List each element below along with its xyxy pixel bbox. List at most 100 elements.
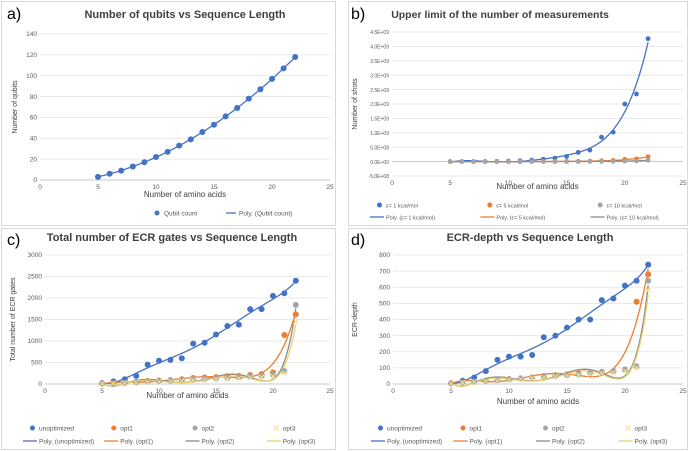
chart-2-point-3 <box>121 380 128 386</box>
chart-2-point-1 <box>292 311 299 318</box>
chart-3-xtick-label: 15 <box>563 388 571 395</box>
chart-2-point-3 <box>258 374 265 380</box>
chart-3-point-3 <box>540 374 547 381</box>
chart-3-ytick-label: 0 <box>386 381 390 388</box>
chart-1-legend-label: ε= 10 kcal/mol <box>607 204 642 210</box>
chart-1-point-2 <box>575 159 581 164</box>
chart-0-point-0 <box>95 173 101 180</box>
chart-2-xtick-label: 0 <box>43 388 47 395</box>
chart-2-title: Total number of ECR gates vs Sequence Le… <box>47 232 298 244</box>
chart-2-point-3 <box>292 318 299 325</box>
chart-0-point-0 <box>199 129 206 136</box>
panel-letter-b: b) <box>351 6 366 23</box>
chart-3-ytick-label: 600 <box>379 284 390 291</box>
chart-0-point-0 <box>245 95 252 102</box>
chart-3-point-0 <box>610 295 617 302</box>
chart-1-ylabel: Number of shots <box>352 78 359 130</box>
chart-2-fit-1 <box>101 311 297 385</box>
chart-1-xtick-label: 25 <box>679 180 687 187</box>
chart-0-point-0 <box>280 65 287 72</box>
chart-0-ytick-label: 80 <box>30 94 38 101</box>
chart-0-legend-label: Qubit count <box>164 211 197 218</box>
chart-0-point-0 <box>234 105 241 112</box>
chart-3-point-3 <box>517 376 524 383</box>
chart-3-point-0 <box>506 353 512 360</box>
chart-2-point-2 <box>201 375 208 382</box>
chart-2-point-0 <box>144 361 151 368</box>
chart-3-ylabel: ECR-depth <box>352 302 359 337</box>
chart-1-ytick-label: 2.5E+09 <box>370 88 389 94</box>
chart-3-xtick-label: 25 <box>679 388 687 395</box>
chart-2-point-2 <box>281 368 288 375</box>
chart-1-ytick-label: 0.0E+00 <box>370 160 389 166</box>
chart-1-point-0 <box>599 134 604 140</box>
chart-1-xtick-label: 15 <box>563 180 571 187</box>
chart-3-point-1 <box>633 298 640 305</box>
chart-3-legend-marker <box>378 425 383 431</box>
chart-1-point-0 <box>587 147 593 153</box>
chart-1-point-2 <box>529 159 535 165</box>
chart-1-ytick-label: 1.5E+09 <box>370 117 389 123</box>
chart-1-point-2 <box>459 159 465 165</box>
chart-0-point-0 <box>164 148 171 155</box>
chart-1-point-2 <box>610 158 616 164</box>
chart-0-ytick-label: 20 <box>30 156 38 163</box>
chart-1-ytick-label: 3.0E+09 <box>370 73 389 79</box>
chart-2-point-3 <box>213 376 219 383</box>
chart-1-xtick-label: 20 <box>621 180 629 187</box>
chart-1-legend-marker <box>487 202 493 208</box>
chart-3-point-0 <box>540 334 547 341</box>
chart-2-point-0 <box>167 356 174 363</box>
chart-0-xtick-label: 5 <box>96 184 100 191</box>
chart-2-xtick-label: 5 <box>100 388 104 395</box>
chart-3-xtick-label: 5 <box>449 388 453 395</box>
chart-1-xlabel: Number of amino acids <box>496 182 578 191</box>
chart-3-point-3 <box>587 371 594 378</box>
chart-3-legend-label: unoptimized <box>387 426 422 433</box>
chart-1-fit-0 <box>450 42 649 163</box>
chart-3-point-0 <box>645 261 652 268</box>
chart-3-point-2 <box>610 368 617 375</box>
chart-1-point-2 <box>599 158 604 164</box>
chart-2-legend-label: unoptimized <box>39 426 74 433</box>
chart-0-xtick-label: 20 <box>268 184 276 191</box>
chart-3-xtick-label: 0 <box>391 388 395 395</box>
chart-2-point-0 <box>270 292 276 299</box>
chart-2-point-3 <box>281 370 288 377</box>
chart-2-point-0 <box>292 277 299 284</box>
chart-2-legend-marker <box>192 425 198 431</box>
chart-1-ytick-label: 4.5E+09 <box>370 30 389 36</box>
chart-2-ytick-label: 500 <box>31 360 42 367</box>
chart-1-legend-label: ε= 1 kcal/mol <box>386 204 418 210</box>
chart-1-legend-fit-label: Poly. (ε= 5 kcal/mol) <box>496 216 545 222</box>
chart-3-point-3 <box>506 377 512 383</box>
chart-3-fit-0 <box>451 264 649 384</box>
chart-2-fit-0 <box>101 280 297 385</box>
chart-3-legend-marker <box>460 425 466 431</box>
chart-3-point-3 <box>459 379 466 386</box>
chart-2-point-3 <box>235 375 242 382</box>
chart-0-point-0 <box>187 136 194 143</box>
chart-2-point-2 <box>247 373 254 380</box>
chart-1-point-0 <box>645 36 651 42</box>
chart-3-point-2 <box>645 277 652 284</box>
chart-2-ytick-label: 0 <box>38 381 42 388</box>
chart-2-legend-fit-label: Poly. (unoptimized) <box>39 439 94 446</box>
chart-3-point-0 <box>564 324 570 331</box>
chart-3-point-0 <box>529 351 536 358</box>
chart-2-point-3 <box>270 373 276 380</box>
chart-0-ytick-label: 100 <box>26 73 37 80</box>
chart-2-xtick-label: 25 <box>326 388 334 395</box>
chart-0-point-0 <box>106 170 113 177</box>
chart-0-point-0 <box>211 121 217 128</box>
chart-2-ylabel: Total number of ECR gates <box>10 277 17 362</box>
chart-2-point-0 <box>213 331 219 338</box>
chart-3-point-3 <box>575 372 582 378</box>
chart-0-ylabel: Number of qubits <box>12 80 19 134</box>
chart-3-ytick-label: 200 <box>379 349 390 356</box>
chart-1-point-2 <box>622 158 628 164</box>
chart-0-title: Number of qubits vs Sequence Length <box>84 9 285 21</box>
chart-3-point-1 <box>645 271 652 278</box>
chart-3-point-2 <box>587 369 594 376</box>
chart-1-point-2 <box>482 159 488 165</box>
